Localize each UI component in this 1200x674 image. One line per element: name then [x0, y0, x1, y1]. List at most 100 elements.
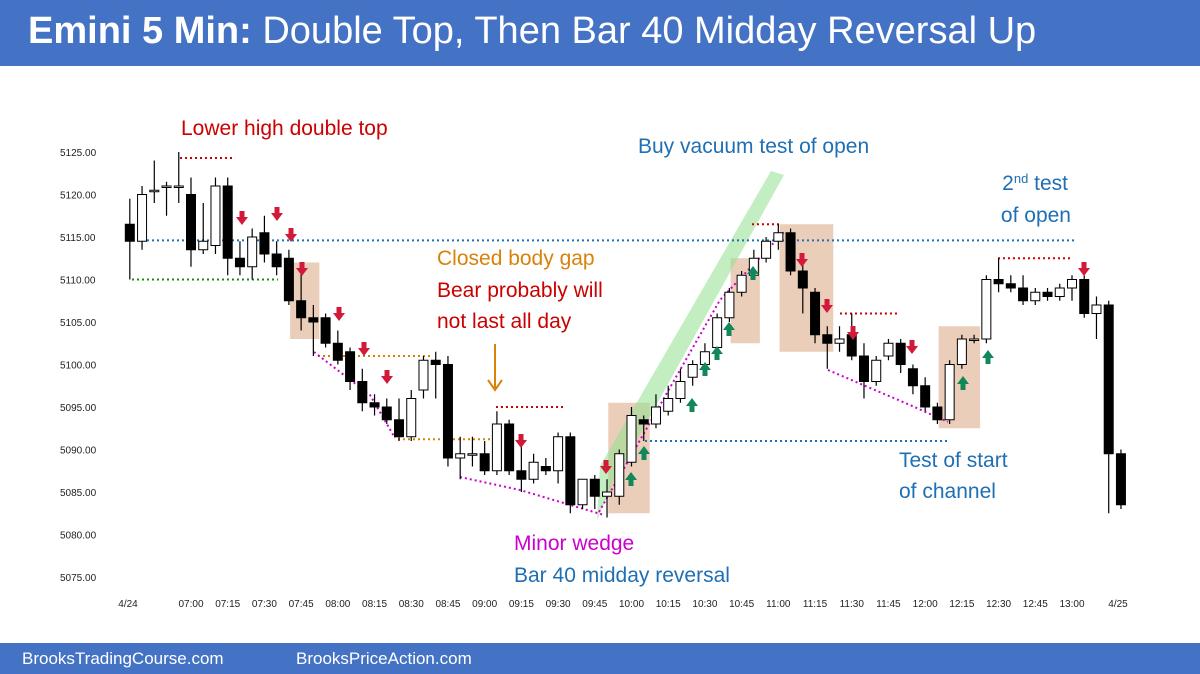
y-tick-label-3: 5090.00: [60, 446, 97, 457]
sell-arrow-2: [285, 228, 297, 242]
annotation-4: Closed body gap: [437, 247, 595, 270]
candle-body-54: [785, 232, 796, 272]
candle-body-69: [969, 338, 980, 341]
candle-body-39: [602, 491, 613, 497]
buy-arrow-2: [686, 398, 698, 412]
y-tick-label-1: 5080.00: [60, 531, 97, 542]
candle-body-27: [455, 453, 466, 459]
buy-arrow-8: [982, 350, 994, 364]
buy-arrow-5: [723, 322, 735, 336]
annotation-9: Test of start: [899, 449, 1008, 472]
x-tick-label-13: 10:00: [619, 599, 644, 610]
sell-arrow-3: [296, 262, 308, 276]
x-tick-label-7: 08:30: [399, 599, 424, 610]
candle-body-5: [186, 194, 196, 251]
x-tick-label-21: 12:00: [913, 599, 938, 610]
x-tick-label-1: 07:00: [178, 599, 203, 610]
candle-body-41: [626, 415, 637, 463]
sell-arrow-6: [381, 370, 393, 384]
sell-arrow-7: [515, 434, 527, 448]
annotation-5: Bear probably will: [437, 279, 603, 302]
sell-arrow-11: [847, 326, 859, 340]
candle-body-3: [161, 185, 172, 188]
candle-body-22: [394, 419, 405, 438]
buy-arrow-6: [747, 266, 759, 280]
sell-arrow-13: [1078, 262, 1090, 276]
x-tick-label-5: 08:00: [325, 599, 350, 610]
x-tick-label-0: 4/24: [118, 599, 138, 610]
annotation-6: not last all day: [437, 310, 572, 333]
candle-body-17: [332, 342, 343, 361]
sell-arrow-9: [796, 253, 808, 267]
sell-arrow-1: [271, 207, 283, 221]
candle-body-72: [1005, 283, 1016, 289]
footer-right-link[interactable]: BrooksPriceAction.com: [296, 649, 472, 668]
y-tick-label-2: 5085.00: [60, 488, 97, 499]
candle-body-6: [198, 240, 209, 251]
y-tick-label-5: 5100.00: [60, 361, 97, 372]
candle-body-74: [1030, 291, 1041, 302]
candle-body-76: [1054, 287, 1065, 297]
x-tick-label-2: 07:15: [215, 599, 240, 610]
candle-body-71: [993, 279, 1004, 285]
x-tick-label-12: 09:45: [582, 599, 607, 610]
annotation-2: 2nd test: [1002, 171, 1068, 196]
footer-banner: BrooksTradingCourse.com BrooksPriceActio…: [0, 643, 1200, 674]
candle-body-32: [516, 470, 527, 480]
candle-body-2: [149, 189, 160, 193]
title-banner: Emini 5 Min: Double Top, Then Bar 40 Mid…: [0, 0, 1200, 66]
buy-arrow-4: [711, 346, 723, 360]
candle-body-52: [761, 240, 772, 259]
candle-body-25: [430, 359, 441, 365]
x-tick-label-18: 11:15: [803, 599, 828, 610]
sell-arrow-12: [906, 340, 918, 354]
x-tick-label-26: 4/25: [1108, 599, 1128, 610]
candle-body-56: [810, 291, 821, 336]
annotation-1: Buy vacuum test of open: [638, 135, 869, 158]
candle-body-1: [137, 194, 148, 242]
annotation-3: of open: [1001, 204, 1071, 227]
candle-body-68: [956, 338, 967, 365]
candle-body-13: [283, 257, 294, 302]
candle-body-78: [1079, 279, 1090, 314]
footer-left-link[interactable]: BrooksTradingCourse.com: [22, 649, 224, 668]
candle-body-57: [822, 334, 833, 344]
annotation-7: Minor wedge: [514, 532, 634, 555]
candle-body-48: [712, 317, 723, 348]
sell-arrow-4: [333, 307, 345, 321]
candle-body-35: [553, 436, 564, 472]
bull-channel: [597, 171, 784, 520]
candle-body-28: [467, 453, 478, 456]
candle-body-49: [724, 291, 735, 319]
candle-body-46: [687, 364, 698, 378]
candle-body-30: [491, 423, 502, 472]
x-tick-label-19: 11:30: [840, 599, 865, 610]
candle-body-43: [650, 406, 661, 425]
x-tick-label-3: 07:30: [252, 599, 277, 610]
candle-body-7: [210, 185, 221, 246]
x-tick-label-9: 09:00: [472, 599, 497, 610]
candle-body-50: [736, 274, 747, 293]
x-tick-label-15: 10:30: [692, 599, 717, 610]
candle-body-61: [871, 359, 882, 382]
candle-body-19: [357, 381, 368, 404]
chart-title: Emini 5 Min: Double Top, Then Bar 40 Mid…: [28, 10, 1036, 53]
annotation-10: of channel: [899, 480, 996, 503]
candle-body-38: [589, 478, 600, 497]
candle-body-45: [675, 381, 686, 399]
x-tick-label-10: 09:15: [509, 599, 534, 610]
candle-body-14: [296, 300, 307, 319]
y-tick-label-0: 5075.00: [60, 573, 97, 584]
candle-body-77: [1067, 279, 1077, 289]
y-tick-label-8: 5115.00: [60, 233, 96, 244]
candle-body-67: [944, 364, 955, 421]
x-tick-label-20: 11:45: [876, 599, 901, 610]
candle-body-65: [920, 385, 931, 408]
x-tick-label-16: 10:45: [729, 599, 754, 610]
y-tick-label-6: 5105.00: [60, 318, 97, 329]
candle-body-26: [442, 364, 453, 459]
candle-body-80: [1103, 304, 1114, 455]
candle-body-21: [381, 406, 392, 421]
x-tick-label-17: 11:00: [766, 599, 791, 610]
x-tick-label-6: 08:15: [362, 599, 387, 610]
